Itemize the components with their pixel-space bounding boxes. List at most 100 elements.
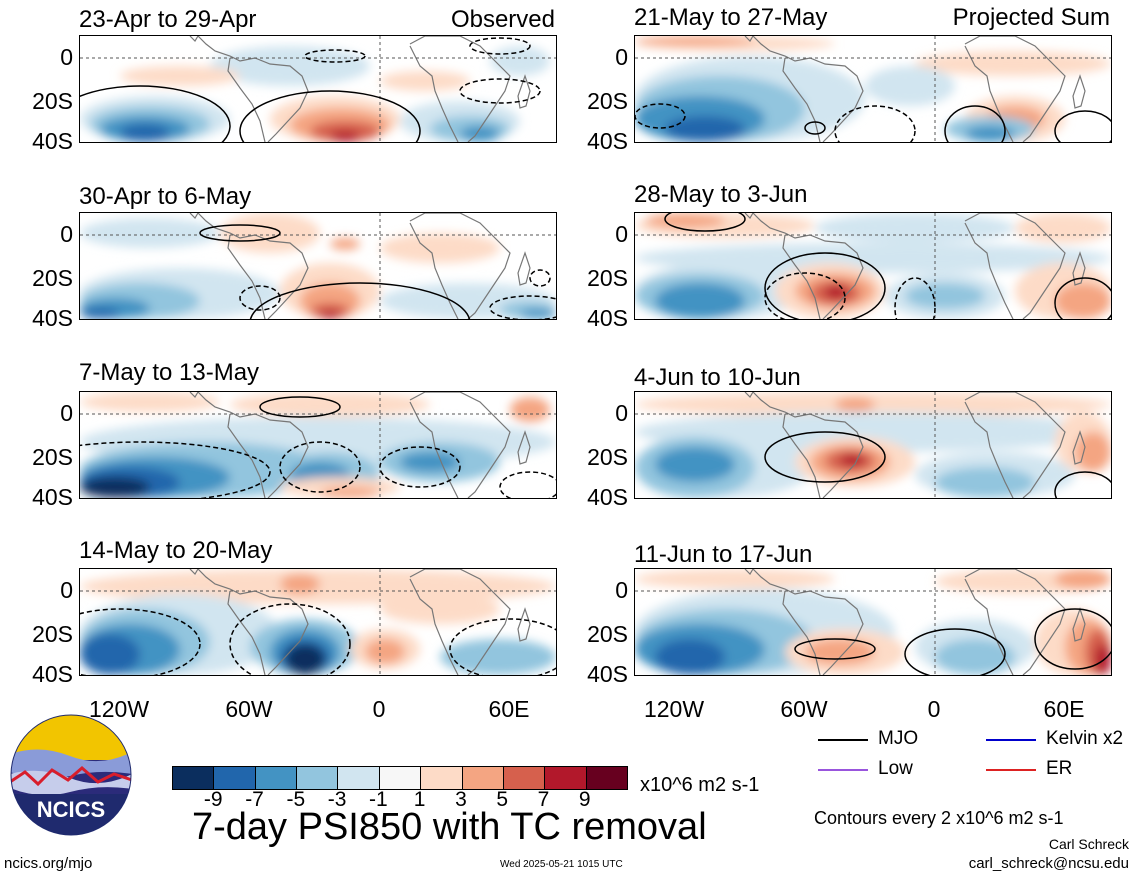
anomaly-map: [79, 212, 557, 320]
colorbar-tick-label: -1: [369, 788, 388, 811]
lat-label: 0: [60, 221, 73, 247]
coastline: [1072, 430, 1086, 465]
coastline: [227, 57, 266, 142]
negative-contour: [304, 49, 366, 63]
anomaly-patch: [80, 218, 220, 248]
colorbar-swatch: [462, 767, 504, 789]
anomaly-map: [634, 35, 1112, 143]
coastline: [782, 413, 821, 498]
colorbar-tick-label: -9: [203, 788, 223, 811]
negative-contour: [80, 608, 201, 675]
lat-label: 0: [615, 221, 628, 247]
colorbar-tick-label: 1: [413, 788, 426, 811]
colorbar-tick-label: 3: [455, 788, 467, 811]
negative-contour: [834, 105, 916, 142]
lat-label: 0: [615, 400, 628, 426]
lat-label: 20S: [32, 444, 73, 470]
lon-label: 120W: [88, 696, 150, 722]
anomaly-patch: [120, 66, 240, 86]
colorbar: [172, 766, 628, 790]
lat-label: 0: [60, 44, 73, 70]
negative-contour: [764, 272, 846, 319]
coastline: [1072, 74, 1086, 109]
footer-email[interactable]: carl_schreck@ncsu.edu: [968, 855, 1129, 872]
coastline: [227, 590, 266, 675]
anomaly-map: [634, 212, 1112, 320]
positive-contour: [804, 121, 826, 135]
coastline: [189, 392, 199, 398]
colorbar-swatch: [421, 767, 463, 789]
panel-title: 28-May to 3-Jun: [634, 181, 808, 208]
lat-label: 0: [60, 577, 73, 603]
panel-title: 4-Jun to 10-Jun: [634, 364, 801, 391]
lat-label: 20S: [587, 88, 628, 114]
coastline: [964, 569, 1066, 675]
positive-contour: [944, 105, 1006, 142]
anomaly-patch: [865, 66, 955, 106]
positive-contour: [249, 282, 471, 319]
coastline: [409, 36, 511, 142]
panel-tag: Projected Sum: [952, 4, 1110, 31]
coastline: [782, 57, 821, 142]
anomaly-patch: [905, 283, 985, 309]
colorbar-tick-label: 9: [578, 788, 591, 811]
anomaly-patch: [80, 392, 220, 412]
coastline: [752, 392, 864, 498]
lat-label: 20S: [32, 88, 73, 114]
positive-contour: [1054, 471, 1111, 498]
coastline: [964, 222, 1014, 319]
anomaly-patch: [460, 126, 500, 142]
colorbar-tick-label: 7: [537, 788, 550, 811]
anomaly-patch: [965, 126, 1015, 142]
anomaly-patch: [365, 639, 405, 664]
coastline: [517, 430, 531, 465]
coastline: [189, 569, 199, 575]
anomaly-patch: [320, 487, 380, 498]
anomaly-patch: [1075, 432, 1111, 472]
panel-title: 11-Jun to 17-Jun: [634, 541, 813, 568]
panel-title: 30-Apr to 6-May: [79, 183, 252, 210]
lon-label: 60W: [225, 696, 273, 722]
anomaly-patch: [220, 213, 320, 253]
coastline: [752, 569, 864, 675]
anomaly-patch: [320, 311, 340, 319]
colorbar-tick-label: -7: [245, 788, 264, 811]
lon-label: 120W: [643, 696, 705, 722]
anomaly-patch: [645, 213, 725, 228]
anomaly-patch: [330, 238, 360, 250]
anomaly-patch: [835, 397, 875, 412]
colorbar-swatch: [297, 767, 339, 789]
coastline: [409, 569, 511, 675]
anomaly-patch: [490, 46, 550, 76]
lat-label: 40S: [587, 661, 628, 687]
coastline: [197, 569, 309, 675]
anomaly-patch: [635, 36, 755, 46]
positive-contour: [80, 85, 231, 142]
anomaly-patch: [915, 51, 1111, 76]
lat-label: 40S: [587, 128, 628, 154]
panel-title: 23-Apr to 29-Apr: [79, 6, 257, 33]
anomaly-patch: [655, 283, 745, 319]
coastline: [409, 392, 511, 498]
anomaly-patch: [400, 452, 460, 472]
coastline: [409, 578, 459, 675]
negative-contour: [469, 37, 531, 55]
positive-contour: [239, 90, 421, 142]
negative-contour: [379, 446, 461, 488]
anomaly-patch: [635, 569, 835, 589]
negative-contour: [459, 78, 541, 104]
lat-label: 40S: [32, 305, 73, 331]
negative-contour: [489, 295, 556, 319]
coastline: [517, 607, 531, 642]
lat-label: 40S: [587, 484, 628, 510]
footer-timestamp: Wed 2025-05-21 1015 UTC: [500, 859, 623, 870]
anomaly-map: [79, 391, 557, 499]
contour-note: Contours every 2 x10^6 m2 s-1: [814, 808, 1064, 828]
anomaly-patch: [440, 639, 556, 675]
coastline: [197, 36, 309, 142]
anomaly-patch: [80, 308, 120, 319]
colorbar-swatch: [214, 767, 256, 789]
footer-url[interactable]: ncics.org/mjo: [4, 855, 93, 872]
negative-contour: [229, 603, 351, 675]
anomaly-patch: [665, 116, 745, 142]
